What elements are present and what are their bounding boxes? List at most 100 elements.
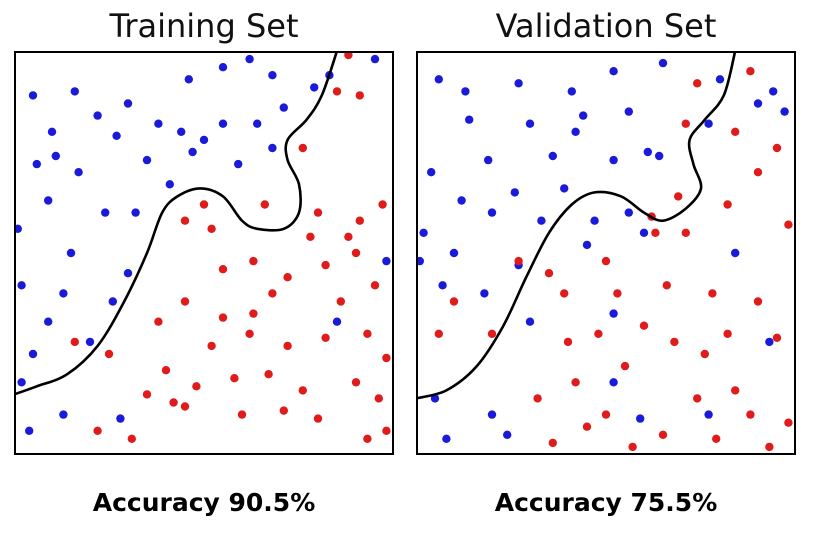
data-point-red	[260, 200, 269, 209]
data-point-blue	[704, 410, 713, 419]
data-point-blue	[525, 119, 535, 128]
training-set-title: Training Set	[109, 7, 299, 45]
data-point-blue	[609, 309, 618, 318]
data-point-blue	[108, 297, 118, 306]
data-point-red	[230, 374, 239, 383]
data-point-blue	[609, 67, 618, 76]
data-point-red	[332, 87, 342, 96]
data-point-blue	[548, 151, 557, 161]
data-point-red	[753, 168, 763, 177]
training-scatter-plot	[14, 51, 394, 455]
data-point-blue	[142, 155, 152, 165]
data-point-red	[344, 51, 353, 60]
data-point-red	[70, 337, 79, 347]
data-point-blue	[165, 180, 174, 189]
data-point-red	[306, 232, 315, 241]
data-point-red	[351, 378, 361, 387]
data-point-blue	[184, 75, 193, 84]
data-point-red	[670, 337, 679, 347]
data-point-red	[363, 329, 372, 338]
data-point-red	[344, 232, 353, 241]
decision-boundary	[416, 51, 737, 400]
data-point-red	[723, 329, 732, 338]
data-point-blue	[85, 337, 95, 347]
data-point-red	[245, 329, 254, 338]
data-point-red	[487, 329, 497, 338]
data-point-blue	[765, 337, 774, 347]
data-point-red	[321, 333, 330, 342]
data-point-blue	[279, 103, 288, 112]
data-point-blue	[332, 317, 342, 326]
data-point-blue	[131, 208, 140, 217]
data-point-blue	[47, 127, 57, 136]
data-point-blue	[370, 54, 380, 64]
data-point-blue	[658, 58, 668, 68]
data-point-red	[93, 426, 102, 435]
data-point-blue	[438, 281, 447, 290]
data-point-red	[298, 386, 307, 395]
data-point-red	[180, 297, 190, 306]
validation-scatter-plot	[416, 51, 796, 455]
decision-boundary	[14, 51, 339, 396]
data-point-blue	[382, 256, 391, 266]
data-point-red	[237, 410, 247, 419]
data-point-blue	[93, 111, 102, 120]
data-point-blue	[234, 159, 243, 169]
data-point-red	[336, 297, 345, 306]
data-point-red	[514, 256, 523, 266]
data-point-blue	[636, 414, 645, 423]
data-point-blue	[177, 127, 186, 136]
data-point-blue	[28, 91, 38, 100]
data-point-blue	[101, 208, 110, 217]
data-point-red	[218, 265, 228, 274]
data-point-blue	[609, 155, 618, 165]
data-point-blue	[609, 378, 618, 387]
data-point-blue	[582, 240, 592, 250]
data-point-blue	[624, 208, 633, 217]
data-point-red	[104, 349, 114, 359]
data-point-red	[298, 143, 307, 153]
data-point-red	[746, 410, 755, 419]
data-point-blue	[655, 151, 664, 161]
data-point-red	[674, 192, 683, 201]
data-point-blue	[245, 54, 254, 64]
data-point-red	[207, 224, 216, 233]
data-point-red	[571, 378, 580, 387]
data-point-red	[374, 394, 383, 403]
data-point-red	[363, 434, 372, 443]
data-point-red	[180, 216, 190, 225]
data-point-red	[313, 208, 323, 217]
data-point-red	[382, 353, 391, 363]
validation-set-title: Validation Set	[495, 7, 717, 45]
data-point-red	[154, 317, 163, 326]
data-point-blue	[310, 83, 319, 92]
data-point-blue	[51, 151, 60, 161]
data-point-blue	[28, 349, 38, 359]
data-point-red	[313, 414, 323, 423]
data-point-blue	[571, 127, 580, 136]
data-point-blue	[74, 168, 83, 177]
data-point-red	[264, 370, 273, 379]
data-point-red	[753, 297, 763, 306]
data-point-blue	[560, 184, 569, 193]
data-point-blue	[487, 208, 497, 217]
data-point-red	[321, 260, 330, 270]
data-point-red	[594, 329, 603, 338]
validation-accuracy-label: Accuracy 75.5%	[494, 488, 718, 517]
data-point-blue	[753, 99, 763, 108]
data-point-red	[355, 216, 364, 225]
data-point-blue	[769, 87, 778, 96]
data-point-blue	[123, 99, 133, 108]
data-point-blue	[590, 216, 599, 225]
data-point-blue	[44, 196, 53, 205]
data-point-red	[449, 297, 459, 306]
data-point-red	[351, 248, 361, 258]
data-point-blue	[704, 119, 713, 128]
data-point-blue	[510, 188, 519, 197]
data-point-red	[731, 386, 740, 395]
data-point-blue	[461, 87, 470, 96]
plot-area	[14, 51, 391, 443]
data-point-red	[681, 119, 690, 128]
data-point-red	[142, 390, 152, 399]
data-point-blue	[32, 159, 41, 169]
